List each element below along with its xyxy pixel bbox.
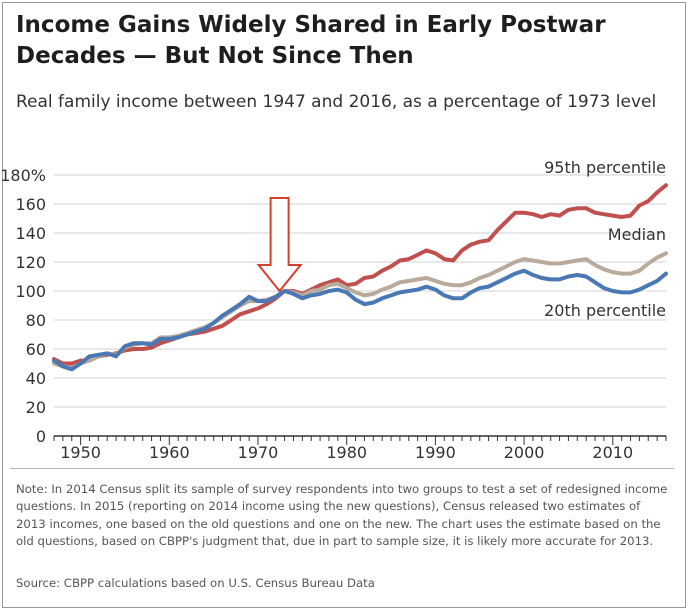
- chart-source: Source: CBPP calculations based on U.S. …: [16, 576, 375, 590]
- x-tick-label: 1980: [326, 443, 367, 460]
- axes: [53, 435, 667, 445]
- y-tick-label: 180%: [0, 166, 46, 185]
- y-tick-label: 80: [26, 311, 46, 330]
- chart-title: Income Gains Widely Shared in Early Post…: [16, 12, 606, 69]
- chart-frame: [2, 2, 686, 608]
- y-tick-label: 20: [26, 398, 46, 417]
- x-tick-label: 1960: [149, 443, 190, 460]
- x-tick-label: 1950: [60, 443, 101, 460]
- chart-subtitle: Real family income between 1947 and 2016…: [16, 92, 657, 112]
- x-tick-label: 1990: [415, 443, 456, 460]
- y-tick-label: 40: [26, 369, 46, 388]
- chart-note: Note: In 2014 Census split its sample of…: [16, 482, 668, 548]
- y-tick-label: 100: [15, 282, 46, 301]
- x-tick-label: 2000: [504, 443, 545, 460]
- line-chart: 0 20 40 60 80 100 120 140 160 180% 1950 1960 1970 198…: [0, 158, 668, 460]
- y-tick-label: 60: [26, 340, 46, 359]
- y-tick-label: 120: [15, 253, 46, 272]
- label-95th-percentile: 95th percentile: [544, 158, 666, 177]
- x-tick-label: 1970: [238, 443, 279, 460]
- note-divider: [10, 468, 674, 469]
- series-line-20th-percentile: [52, 268, 668, 372]
- annotation: [256, 197, 303, 293]
- y-tick-label: 140: [15, 224, 46, 243]
- series-line-95th-percentile: [52, 183, 668, 366]
- label-median: Median: [608, 225, 666, 244]
- down-arrow-icon: [256, 197, 303, 293]
- series-lines: [52, 183, 668, 372]
- y-tick-label: 160: [15, 195, 46, 214]
- x-tick-label: 2010: [592, 443, 633, 460]
- y-tick-label: 0: [36, 427, 46, 446]
- labels: 0 20 40 60 80 100 120 140 160 180% 1950 1960 1970 198…: [0, 158, 666, 460]
- label-20th-percentile: 20th percentile: [544, 301, 666, 320]
